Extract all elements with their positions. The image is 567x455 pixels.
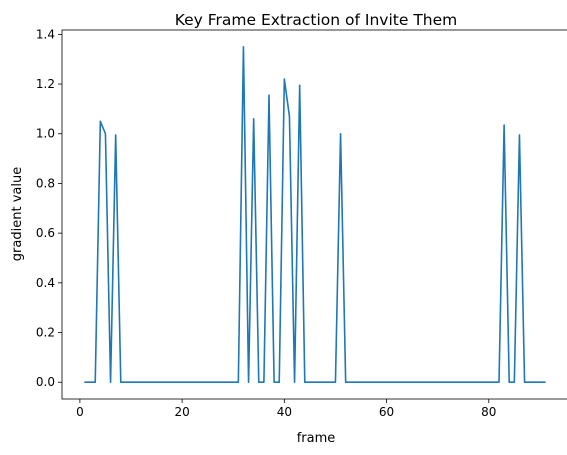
chart-title: Key Frame Extraction of Invite Them (175, 11, 458, 29)
y-tick-label: 1.2 (36, 77, 55, 91)
x-tick-label: 80 (481, 405, 496, 419)
x-axis-label: frame (297, 431, 336, 446)
x-axis: 0 20 40 60 80 (76, 399, 496, 419)
x-tick-label: 20 (174, 405, 189, 419)
y-tick-label: 0.4 (36, 276, 55, 290)
y-tick-label: 0.0 (36, 375, 55, 389)
y-axis-label: gradient value (10, 167, 25, 261)
x-tick-label: 0 (76, 405, 84, 419)
axes-frame (61, 29, 567, 400)
y-tick-label: 0.6 (36, 226, 55, 240)
series-line-0 (84, 45, 546, 384)
plot-area (84, 45, 546, 384)
y-tick-label: 0.2 (36, 326, 55, 340)
y-tick-label: 1.4 (36, 27, 55, 41)
y-axis: 0.0 0.2 0.4 0.6 0.8 1.0 1.2 1.4 (36, 27, 62, 389)
y-tick-label: 0.8 (36, 176, 55, 190)
y-tick-label: 1.0 (36, 127, 55, 141)
x-tick-label: 60 (379, 405, 394, 419)
x-tick-label: 40 (277, 405, 292, 419)
